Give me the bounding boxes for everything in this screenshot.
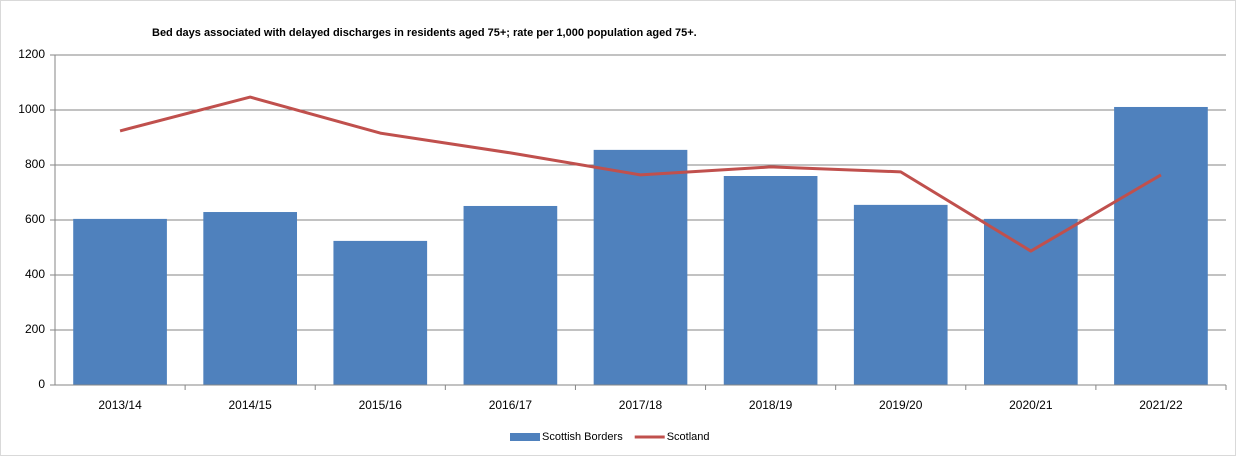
y-tick-label: 1000	[18, 102, 45, 116]
chart-title: Bed days associated with delayed dischar…	[152, 27, 697, 39]
y-tick-label: 200	[25, 322, 45, 336]
x-tick-label: 2015/16	[359, 398, 403, 412]
y-tick-label: 600	[25, 212, 45, 226]
x-tick-label: 2013/14	[98, 398, 142, 412]
x-tick-label: 2018/19	[749, 398, 793, 412]
bar	[1114, 106, 1208, 385]
x-tick-label: 2016/17	[489, 398, 533, 412]
legend-label: Scottish Borders	[542, 431, 623, 443]
x-tick-label: 2021/22	[1139, 398, 1183, 412]
bar	[983, 218, 1078, 385]
bar	[203, 212, 298, 385]
bar	[723, 176, 818, 385]
y-tick-label: 0	[38, 377, 45, 391]
bar	[853, 204, 948, 385]
legend-swatch	[510, 433, 540, 441]
bar	[73, 218, 167, 385]
bar	[333, 240, 428, 385]
legend-label: Scotland	[667, 431, 710, 443]
x-tick-label: 2017/18	[619, 398, 663, 412]
x-tick-label: 2019/20	[879, 398, 923, 412]
y-tick-label: 800	[25, 157, 45, 171]
bar	[463, 205, 558, 385]
x-tick-label: 2020/21	[1009, 398, 1053, 412]
line	[119, 95, 1162, 253]
y-tick-label: 1200	[18, 47, 45, 61]
x-tick-label: 2014/15	[228, 398, 272, 412]
bar	[593, 149, 688, 385]
y-tick-label: 400	[25, 267, 45, 281]
